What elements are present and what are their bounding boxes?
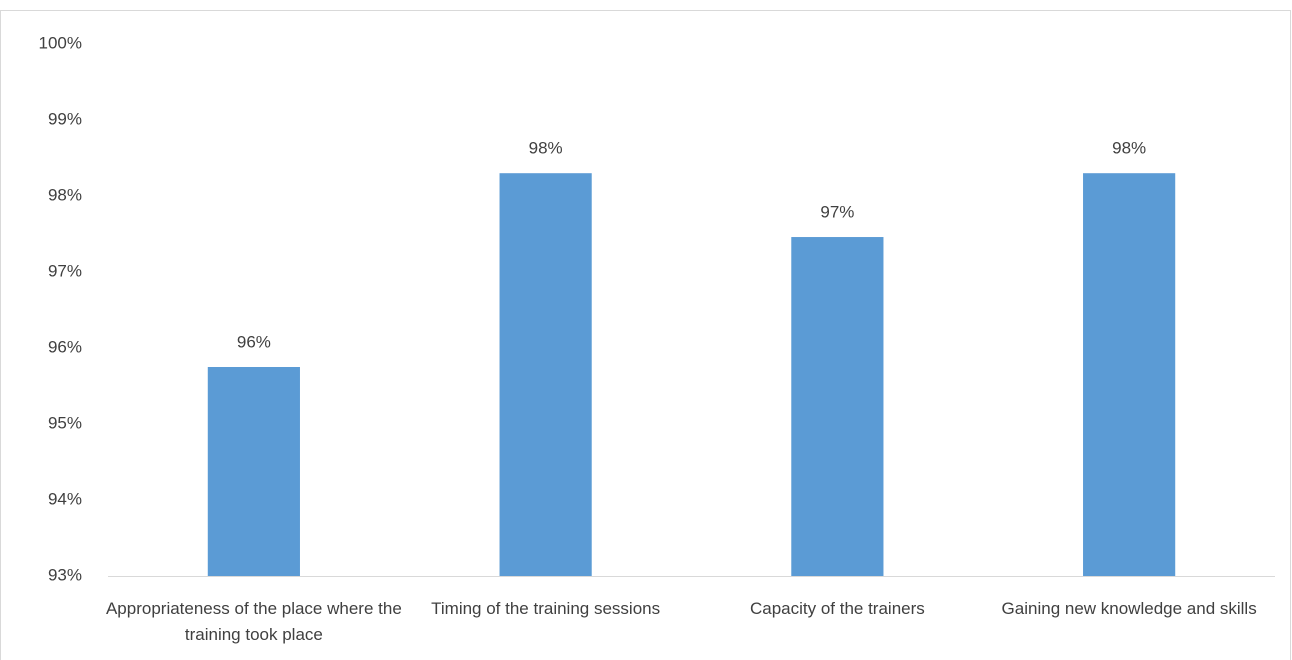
y-tick-label: 97%: [48, 261, 82, 280]
y-tick-label: 96%: [48, 337, 82, 356]
bar: [1083, 173, 1176, 576]
bar: [499, 173, 592, 576]
y-tick-label: 94%: [48, 489, 82, 508]
chart-border: [0, 10, 1291, 660]
y-tick-label: 98%: [48, 185, 82, 204]
bar: [791, 237, 884, 577]
y-tick-label: 100%: [39, 33, 82, 52]
x-tick-label: Timing of the training sessions: [431, 599, 661, 618]
value-label: 97%: [820, 203, 854, 222]
value-label: 96%: [237, 332, 271, 351]
x-tick-label: Appropriateness of the place where the t…: [105, 599, 402, 644]
value-label: 98%: [1112, 139, 1146, 158]
y-tick-label: 93%: [48, 565, 82, 584]
value-label: 98%: [529, 139, 563, 158]
x-tick-label: Gaining new knowledge and skills: [1001, 599, 1257, 618]
bar: [207, 367, 300, 576]
y-tick-label: 99%: [48, 109, 82, 128]
y-tick-label: 95%: [48, 413, 82, 432]
x-tick-label: Capacity of the trainers: [749, 599, 925, 618]
